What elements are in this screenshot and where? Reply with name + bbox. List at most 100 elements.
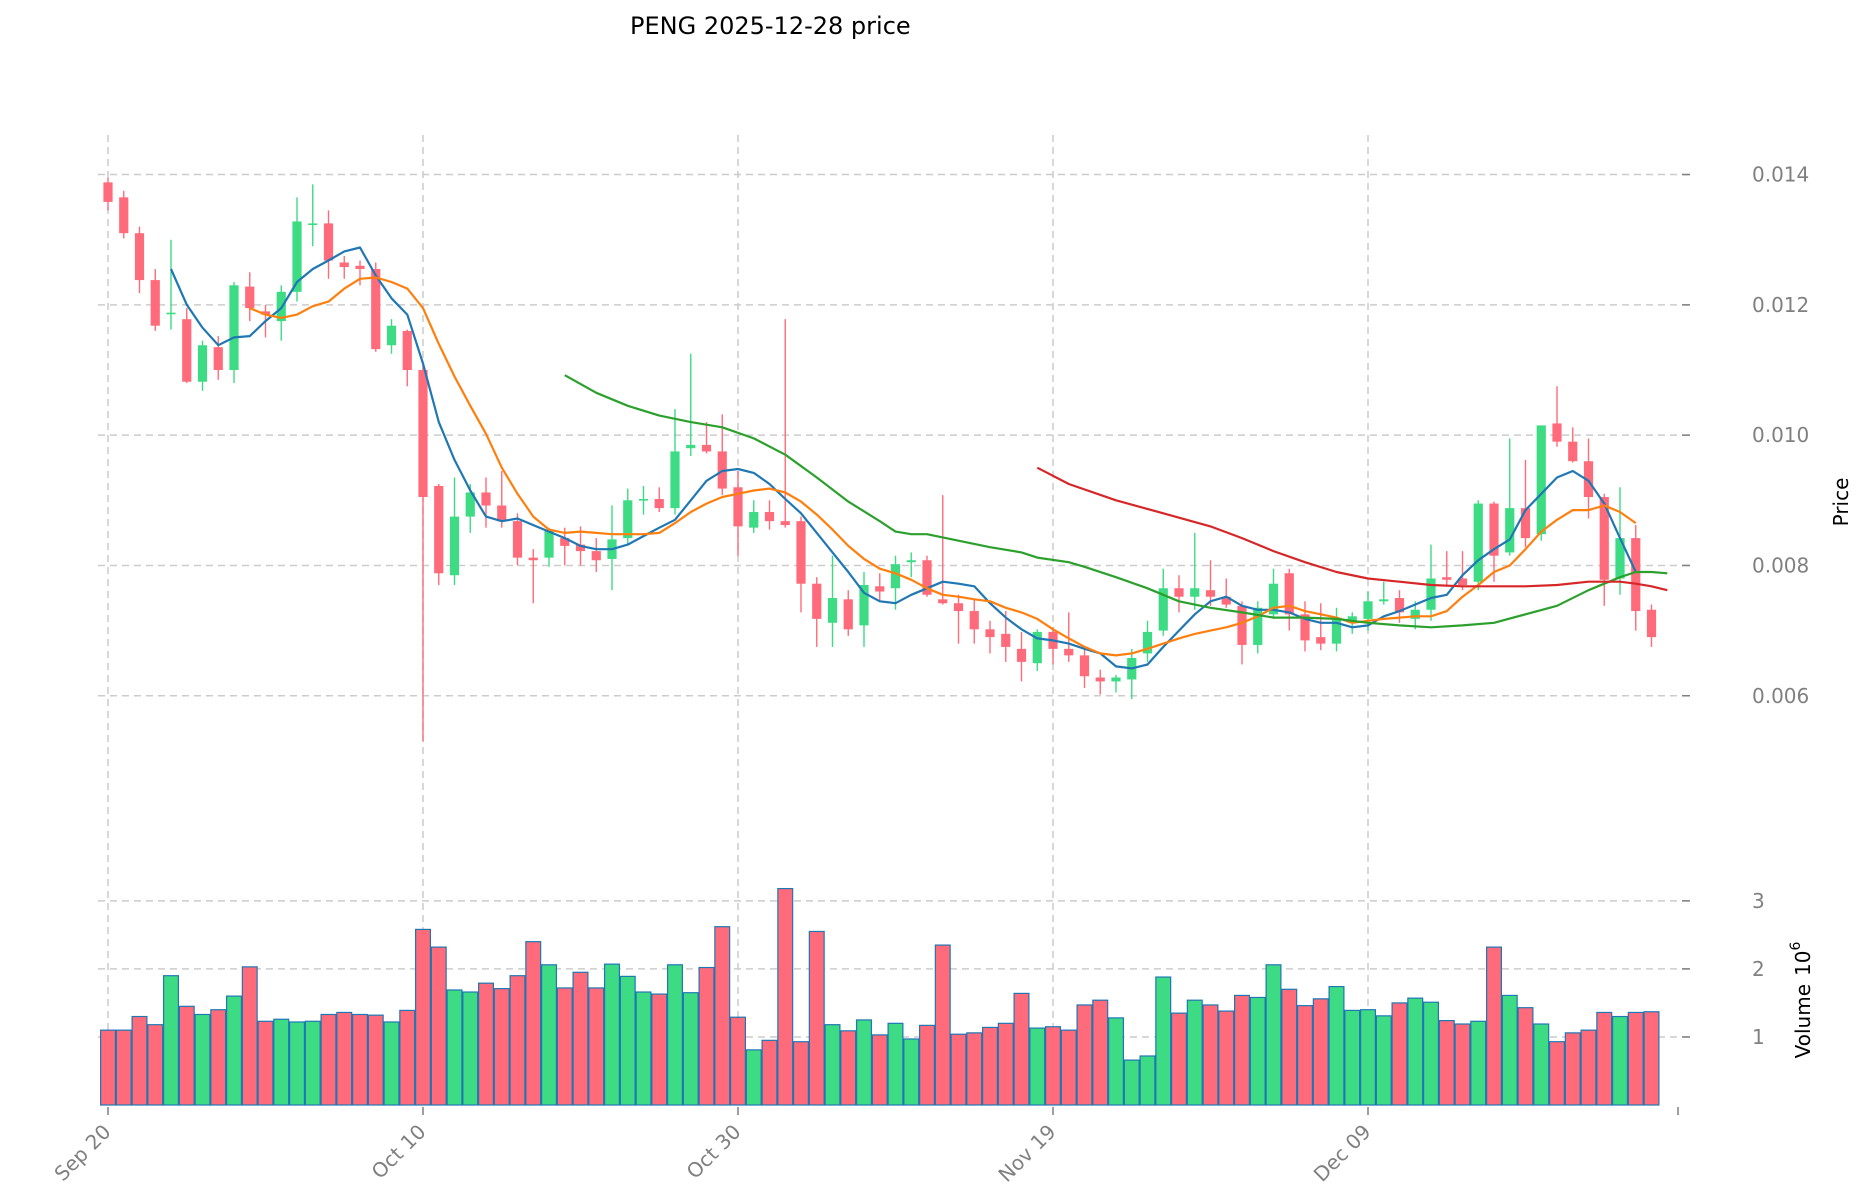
candle-body bbox=[323, 223, 334, 261]
volume-bar bbox=[1454, 1023, 1471, 1106]
price-axis-label: Price bbox=[1829, 478, 1853, 527]
candle-body bbox=[922, 560, 932, 595]
volume-bar bbox=[525, 941, 542, 1106]
volume-bar bbox=[1123, 1059, 1140, 1106]
volume-bar bbox=[336, 1011, 353, 1106]
candle-body bbox=[733, 487, 743, 527]
candle-body bbox=[528, 557, 538, 561]
candle-body bbox=[938, 599, 948, 604]
candle-body bbox=[1583, 461, 1594, 498]
volume-bar bbox=[1107, 1017, 1124, 1106]
volume-bar bbox=[1391, 1002, 1408, 1106]
volume-bar bbox=[572, 971, 589, 1106]
volume-bar bbox=[352, 1013, 369, 1106]
volume-bar bbox=[777, 887, 794, 1106]
candle-body bbox=[386, 325, 397, 346]
volume-bar bbox=[855, 1019, 872, 1106]
volume-bar bbox=[1501, 994, 1518, 1106]
volume-bar bbox=[714, 926, 731, 1106]
candle-body bbox=[1316, 637, 1326, 644]
candle-body bbox=[371, 269, 381, 350]
candle-body bbox=[1064, 648, 1074, 656]
candle-body bbox=[1489, 503, 1499, 556]
volume-bar bbox=[1627, 1011, 1644, 1106]
price-tick-label: 0.010 bbox=[1752, 423, 1809, 447]
candle-body bbox=[843, 599, 853, 630]
candle-body bbox=[544, 529, 554, 558]
candle-body bbox=[1520, 508, 1531, 539]
volume-bar bbox=[509, 975, 526, 1106]
volume-bar bbox=[966, 1032, 983, 1106]
volume-axis: 1 2 3 bbox=[1682, 889, 1765, 1049]
volume-bar bbox=[1044, 1026, 1061, 1106]
candle-body bbox=[449, 516, 460, 576]
volume-bar bbox=[1533, 1023, 1550, 1106]
candle-body bbox=[434, 485, 444, 574]
candle-body bbox=[1536, 425, 1546, 535]
volume-bar bbox=[210, 1009, 227, 1106]
volume-bar bbox=[761, 1039, 778, 1106]
volume-bar bbox=[1249, 996, 1266, 1106]
candle-body bbox=[1001, 633, 1011, 647]
volume-bar bbox=[462, 991, 479, 1106]
candle-body bbox=[969, 611, 979, 630]
volume-bar bbox=[430, 946, 447, 1106]
volume-bar bbox=[1155, 976, 1172, 1106]
price-axis: 0.006 0.008 0.010 0.012 0.014 bbox=[1682, 163, 1809, 708]
volume-bar bbox=[556, 987, 573, 1106]
candle-body bbox=[890, 564, 901, 589]
volume-bar bbox=[241, 966, 258, 1106]
volume-bar bbox=[808, 930, 825, 1106]
price-tick-label: 0.008 bbox=[1752, 553, 1809, 577]
volume-bar bbox=[1076, 1004, 1093, 1106]
volume-bar bbox=[1596, 1011, 1613, 1106]
volume-bar bbox=[115, 1029, 132, 1106]
volume-bar bbox=[824, 1024, 841, 1106]
volume-bar bbox=[399, 1009, 416, 1106]
candle-body bbox=[1237, 605, 1247, 645]
candle-body bbox=[1221, 596, 1231, 605]
candle-body bbox=[229, 285, 239, 370]
candle-body bbox=[654, 499, 664, 509]
volume-bar bbox=[792, 1041, 809, 1106]
volume-bar bbox=[698, 966, 715, 1106]
candle-body bbox=[1032, 631, 1042, 664]
volume-bar bbox=[1281, 988, 1298, 1106]
price-tick-label: 0.014 bbox=[1752, 163, 1809, 187]
candle-body bbox=[749, 512, 759, 528]
volume-bar bbox=[1517, 1007, 1534, 1106]
chart-title: PENG 2025-12-28 price bbox=[630, 12, 911, 40]
candle-body bbox=[260, 311, 271, 315]
volume-bar bbox=[493, 988, 510, 1106]
volume-label-text: Volume bbox=[1791, 984, 1815, 1058]
candle-body bbox=[1410, 609, 1420, 619]
volume-bar bbox=[918, 1024, 935, 1106]
volume-bar bbox=[415, 928, 432, 1106]
candle-body bbox=[481, 492, 491, 506]
candle-body bbox=[245, 286, 255, 309]
candle-body bbox=[623, 500, 633, 539]
volume-bar bbox=[383, 1021, 400, 1106]
volume-bar bbox=[666, 964, 683, 1106]
candle-body bbox=[308, 223, 318, 226]
volume-bar bbox=[1611, 1015, 1628, 1106]
grid bbox=[98, 135, 1690, 1105]
candle-body bbox=[1552, 423, 1562, 442]
volume-bar bbox=[1139, 1055, 1156, 1106]
volume-bar bbox=[981, 1026, 998, 1106]
candle-body bbox=[1174, 588, 1184, 597]
date-tick-label: Nov 19 bbox=[993, 1120, 1060, 1187]
candle-body bbox=[497, 505, 507, 522]
volume-bar bbox=[1218, 1010, 1235, 1106]
volume-bar bbox=[446, 989, 463, 1106]
candle-body bbox=[465, 492, 475, 517]
volume-bar bbox=[840, 1030, 857, 1106]
candle-body bbox=[1331, 618, 1342, 644]
candle-body bbox=[339, 262, 349, 268]
volume-bar bbox=[304, 1020, 321, 1106]
moving-average-line-ma_long bbox=[564, 374, 1668, 629]
candle-body bbox=[1158, 588, 1168, 631]
date-axis: Sep 20 Oct 10 Oct 30 Nov 19 Dec 09 bbox=[49, 1107, 1679, 1187]
candle-body bbox=[1631, 538, 1641, 612]
